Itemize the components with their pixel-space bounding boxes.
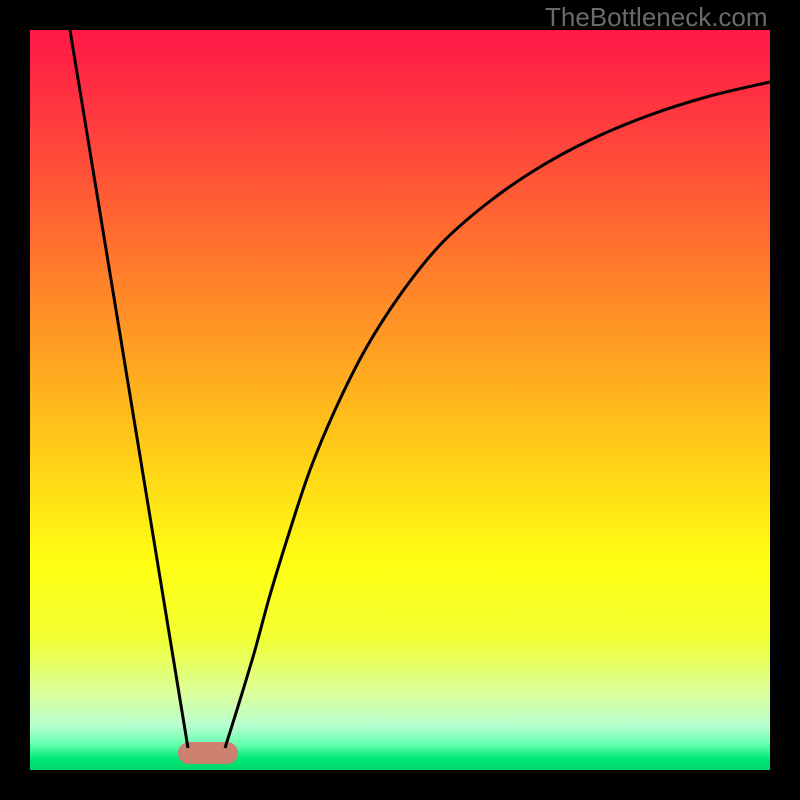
- plot-area: [30, 30, 770, 770]
- watermark-text: TheBottleneck.com: [545, 2, 768, 33]
- right-ascent-curve: [225, 82, 770, 748]
- curve-layer: [30, 30, 770, 770]
- left-descent-line: [70, 30, 188, 748]
- chart-container: TheBottleneck.com: [0, 0, 800, 800]
